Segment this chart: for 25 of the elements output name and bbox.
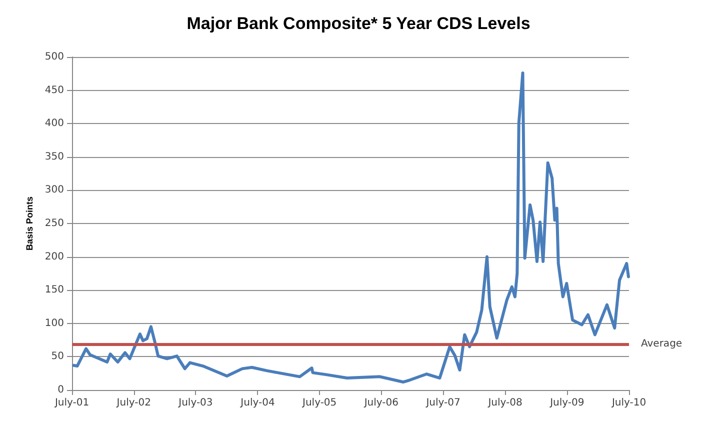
y-tick-label: 400 <box>44 118 64 130</box>
y-tick-label: 150 <box>44 284 64 296</box>
ref-line-label: Average <box>641 338 682 350</box>
y-tick-label: 50 <box>51 351 64 362</box>
x-tick-label: July-05 <box>302 398 337 408</box>
x-tick-label: July-04 <box>240 398 275 408</box>
x-tick-label: July-01 <box>54 398 90 408</box>
x-tick-label: July-07 <box>425 398 460 408</box>
y-tick-label: 250 <box>44 218 64 229</box>
y-tick-label: 200 <box>44 251 64 262</box>
x-tick-label: July-06 <box>363 398 398 408</box>
x-tick-label: July-08 <box>487 398 522 408</box>
y-tick-label: 500 <box>44 52 64 62</box>
x-tick-label: July-03 <box>178 398 213 408</box>
x-tick-label: July-02 <box>116 398 151 408</box>
x-tick-label: July-10 <box>610 398 646 408</box>
y-tick-label: 300 <box>44 184 64 196</box>
x-tick-label: July-09 <box>549 398 584 408</box>
y-axis-title: Basis Points <box>24 196 35 251</box>
y-tick-label: 0 <box>58 384 64 396</box>
y-tick-label: 450 <box>44 84 64 96</box>
y-tick-label: 350 <box>44 151 64 162</box>
line-series <box>72 71 630 384</box>
y-tick-label: 100 <box>44 318 64 329</box>
chart-title: Major Bank Composite* 5 Year CDS Levels <box>186 14 530 33</box>
